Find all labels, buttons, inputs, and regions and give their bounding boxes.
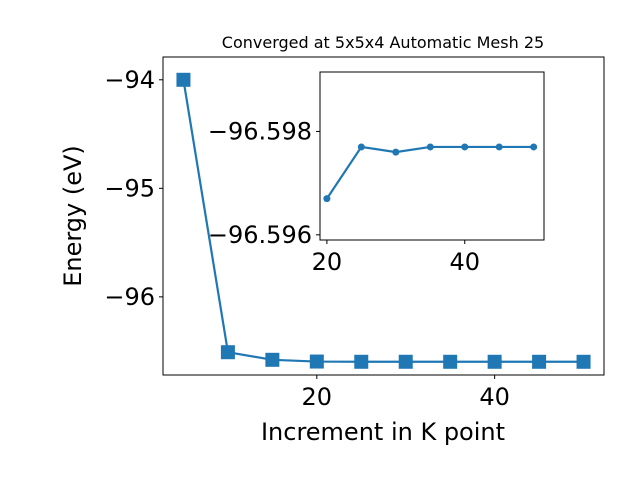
data-point — [426, 143, 434, 151]
data-point — [309, 354, 324, 369]
data-point — [176, 72, 191, 87]
inset-x-ticks: 20 40 — [312, 240, 480, 276]
x-axis-label: Increment in K point — [261, 418, 505, 446]
inset-background — [320, 72, 544, 240]
data-point — [220, 345, 235, 360]
main-plot-frame — [162, 56, 605, 376]
main-y-ticks: −94 −95 −96 — [104, 66, 163, 311]
data-point — [487, 354, 502, 369]
x-tick-label: 40 — [449, 248, 480, 276]
y-tick-label: −96.598 — [208, 117, 312, 145]
data-point — [357, 143, 365, 151]
data-point — [323, 195, 331, 203]
inset-series — [323, 143, 538, 203]
main-series — [176, 72, 591, 369]
data-point — [392, 148, 400, 156]
x-tick-label: 40 — [479, 383, 510, 411]
data-point — [532, 354, 547, 369]
data-point — [495, 143, 503, 151]
data-point — [461, 143, 469, 151]
y-axis-label: Energy (eV) — [59, 145, 87, 287]
x-tick-label: 20 — [302, 383, 333, 411]
y-tick-label: −95 — [104, 174, 155, 202]
inset-plot-frame — [319, 71, 545, 241]
main-x-ticks: 20 40 — [302, 375, 510, 411]
inset-plot: 20 40 −96.598−96.596 — [208, 71, 545, 276]
data-point — [398, 354, 413, 369]
inset-y-ticks: −96.598 −96.596 — [208, 117, 320, 249]
chart-title: Converged at 5x5x4 Automatic Mesh 25 — [222, 33, 544, 52]
y-tick-label: −94 — [104, 66, 155, 94]
y-tick-label: −96.596 — [208, 221, 312, 249]
data-point — [265, 352, 280, 367]
series-line — [182, 79, 584, 363]
x-tick-label: 20 — [312, 248, 343, 276]
data-point — [576, 354, 591, 369]
main-plot: 20 40 −94−95−96 — [104, 56, 605, 411]
y-tick-label: −96 — [104, 283, 155, 311]
data-point — [530, 143, 538, 151]
data-point — [443, 354, 458, 369]
data-point — [354, 354, 369, 369]
